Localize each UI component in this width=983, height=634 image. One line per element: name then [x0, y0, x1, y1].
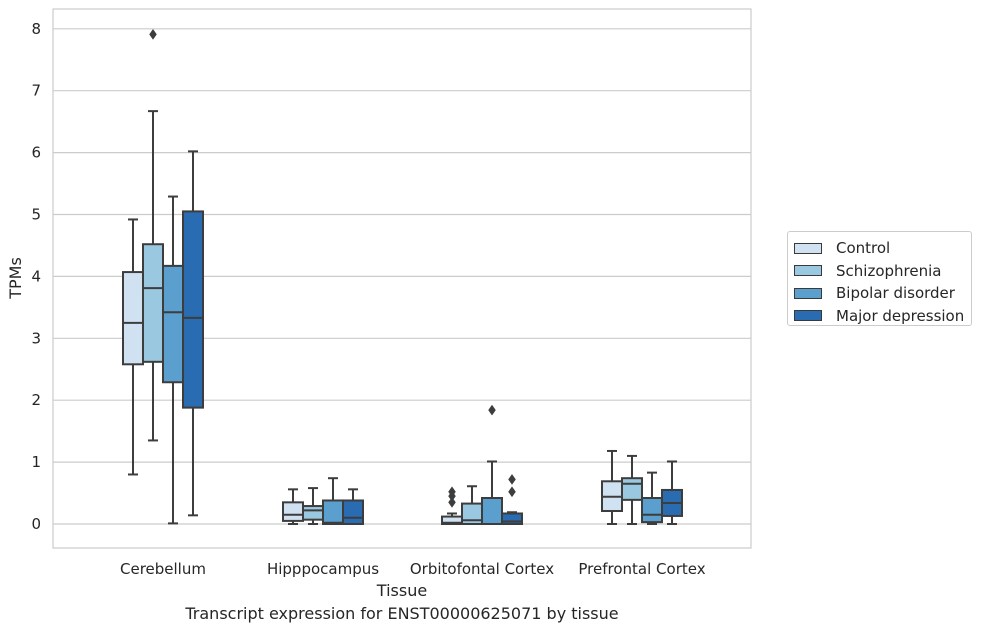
box-2-2: [302, 487, 324, 525]
flier-point-1: [448, 496, 456, 508]
box-body: [322, 499, 344, 525]
y-tick-label-5: 5: [31, 206, 41, 224]
legend-label-schizophrenia: Schizophrenia: [836, 261, 942, 280]
chart-caption: Transcript expression for ENST0000062507…: [185, 604, 619, 623]
box-body: [142, 243, 164, 363]
legend-label-major-depression: Major depression: [836, 306, 965, 325]
legend-swatch-schizophrenia: [794, 265, 822, 277]
x-tick-label-1: Cerebellum: [120, 560, 206, 578]
box-body: [481, 497, 503, 526]
y-tick-label-6: 6: [31, 144, 41, 162]
flier-point-1: [488, 404, 496, 416]
legend-item-major-depression: Major depression: [794, 305, 971, 328]
x-axis-title: Tissue: [376, 581, 427, 600]
legend-label-bipolar-disorder: Bipolar disorder: [836, 284, 955, 303]
y-axis-title: TPMs: [6, 257, 25, 300]
legend-label-control: Control: [836, 239, 891, 258]
box-body: [621, 477, 643, 501]
box-body: [501, 512, 523, 525]
legend-item-schizophrenia: Schizophrenia: [794, 260, 971, 283]
x-tick-label-3: Orbitofontal Cortex: [410, 560, 554, 578]
box-3-3: [481, 404, 503, 526]
box-body: [302, 505, 324, 521]
y-tick-label-8: 8: [31, 20, 41, 38]
y-tick-label-2: 2: [31, 391, 41, 409]
legend-swatch-control: [794, 242, 822, 254]
box-2-3: [322, 477, 344, 525]
box-body: [641, 497, 663, 524]
box-3-4: [501, 473, 523, 525]
box-4-4: [661, 460, 683, 525]
box-2-4: [342, 488, 364, 525]
box-body: [342, 499, 364, 525]
box-body: [162, 264, 184, 384]
x-tick-label-2: Hipppocampus: [267, 560, 379, 578]
y-axis-ticks: 0 1 2 3 4 5 6 7 8: [31, 20, 41, 533]
y-tick-label-0: 0: [31, 515, 41, 533]
legend-item-control: Control: [794, 237, 971, 260]
y-tick-label-3: 3: [31, 329, 41, 347]
x-axis-ticks: Cerebellum Hipppocampus Orbitofontal Corte…: [120, 560, 706, 578]
box-body: [122, 271, 144, 366]
legend-item-bipolar-disorder: Bipolar disorder: [794, 282, 971, 305]
flier-point-2: [508, 473, 516, 485]
box-1-4: [182, 150, 204, 517]
boxes: [122, 28, 683, 526]
flier-point-3: [448, 486, 456, 498]
y-tick-label-7: 7: [31, 82, 41, 100]
box-1-1: [122, 218, 144, 476]
y-tick-label-4: 4: [31, 267, 41, 285]
flier-point-1: [149, 28, 157, 40]
box-body: [282, 501, 304, 522]
flier-point-1: [508, 486, 516, 498]
box-1-3: [162, 195, 184, 525]
y-tick-label-1: 1: [31, 453, 41, 471]
legend-swatch-major-depression: [794, 310, 822, 322]
legend: Control Schizophrenia Bipolar disorder M…: [787, 231, 972, 326]
box-body: [182, 210, 204, 409]
box-3-1: [441, 486, 463, 526]
legend-swatch-bipolar-disorder: [794, 287, 822, 299]
x-tick-label-4: Prefrontal Cortex: [578, 560, 705, 578]
box-4-2: [621, 454, 643, 525]
